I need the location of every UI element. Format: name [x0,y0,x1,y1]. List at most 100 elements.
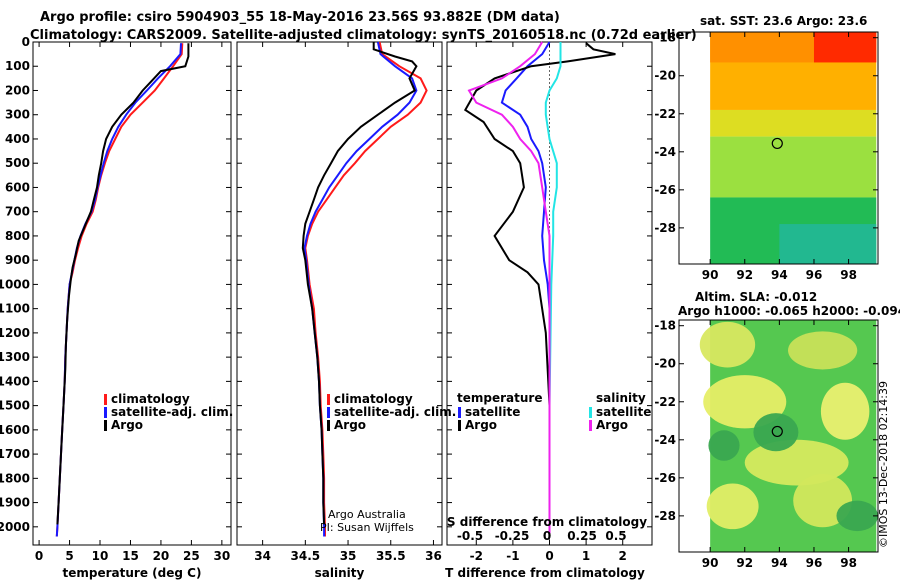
sla-map-blob [706,483,759,530]
sla-map-ytick-label: -18 [654,319,676,333]
difference-plot-xtick-label: -1 [506,549,519,563]
salinity-legend-label: Argo [334,418,366,432]
sst-map-frame [678,31,879,265]
difference-salinity-legend-label: satellite [596,405,651,419]
salinity-difference-tick: 0 [543,529,551,543]
depth-tick-label: 900 [5,253,30,267]
depth-tick-label: 1200 [0,326,30,340]
sla-map-ytick-label: -24 [654,433,676,447]
sla-map-blob [820,382,870,440]
temperature-plot-xtick-label: 25 [183,549,200,563]
difference-temperature-legend-label: satellite [465,405,520,419]
depth-tick-label: 1600 [0,423,30,437]
sla-map-ytick-label: -20 [654,357,676,371]
sla-map-argo-marker [771,425,783,438]
salinity-legend-swatch [327,420,330,431]
salinity-legend-swatch [327,407,330,418]
salinity-plot-xtick-label: 36 [425,549,442,563]
depth-tick-label: 400 [5,132,30,146]
sst-map-xtick-label: 94 [771,268,788,282]
legend-salinity-heading: salinity [596,391,646,405]
depth-tick-label: 200 [5,83,30,97]
sla-map-xtick-label: 94 [771,556,788,570]
salinity-plot-xtick-label: 34 [254,549,271,563]
temperature-legend-swatch [104,420,107,431]
legend-temperature-heading: temperature [457,391,542,405]
sla-map-xtick-label: 98 [840,556,857,570]
temperature-plot-xtick-label: 15 [122,549,139,563]
sst-map-hot-patch [813,32,877,63]
sst-map-ytick-label: -22 [654,107,676,121]
sst-map-ytick-label: -24 [654,145,676,159]
sst-map-mid-band [710,109,877,137]
difference-plot-xtick-label: 1 [582,549,590,563]
temperature-line-argo [56,43,190,525]
sla-map-title: Altim. SLA: -0.012 [695,290,818,304]
sla-map-blob [836,500,879,532]
difference-plot-xtick-label: -2 [470,549,483,563]
depth-tick-label: 800 [5,229,30,243]
salinity-difference-tick: 0.5 [605,529,626,543]
salinity-difference-tick: -0.5 [457,529,483,543]
temperature-plot-frame [32,41,232,546]
temperature-axis-label: temperature (deg C) [63,566,202,580]
depth-tick-label: 300 [5,108,30,122]
sst-map-xtick-label: 90 [702,268,719,282]
temperature-legend-label: climatology [111,392,190,406]
difference-line-temperature-argo [463,42,616,527]
difference-temperature-legend-label: Argo [465,418,497,432]
difference-line-salinity-satellite [544,42,562,537]
salinity-axis-label: salinity [315,566,365,580]
sst-map-xtick-label: 92 [736,268,753,282]
depth-tick-label: 1900 [0,496,30,510]
salinity-legend-label: climatology [334,392,413,406]
depth-tick-label: 2000 [0,520,30,534]
sst-map-ytick-label: -28 [654,221,676,235]
sla-map-blob [699,321,756,368]
sla-map-xtick-label: 90 [702,556,719,570]
sla-map-subtitle: Argo h1000: -0.065 h2000: -0.094 [678,304,900,318]
sst-map-xtick-label: 98 [840,268,857,282]
sla-map-blob [708,430,740,461]
difference-line-salinity-argo [467,41,551,537]
sla-map-ytick-label: -28 [654,509,676,523]
salinity-line-satellite-adj-clim- [303,41,418,537]
temperature-plot-xtick-label: 20 [153,549,170,563]
difference-axis-label: T difference from climatology [445,566,645,580]
sst-map-ytick-label: -26 [654,183,676,197]
imos-stamp: ©IMOS 13-Dec-2018 02:14:39 [877,381,890,548]
sla-map-blob [788,331,858,370]
depth-tick-label: 100 [5,59,30,73]
salinity-line-argo [301,42,418,525]
difference-line-temperature-satellite [500,41,551,537]
sla-map-ytick-label: -22 [654,395,676,409]
sla-map-blob [744,439,849,486]
chart-title-line1: Argo profile: csiro 5904903_55 18-May-20… [40,10,560,25]
difference-plot-xtick-label: 2 [619,549,627,563]
depth-tick-label: 500 [5,156,30,170]
sst-map-title: sat. SST: 23.6 Argo: 23.6 [700,14,868,28]
salinity-plot-xtick-label: 34.5 [291,549,321,563]
sla-map-frame [678,319,879,553]
depth-tick-label: 1800 [0,471,30,485]
sst-map-ytick-label: -20 [654,69,676,83]
sst-map-xtick-label: 96 [806,268,823,282]
sst-map-cool-band [710,136,877,198]
sla-map-blob [703,375,787,429]
depth-tick-label: 600 [5,180,30,194]
salinity-difference-tick: -0.25 [495,529,530,543]
temperature-legend-label: Argo [111,418,143,432]
depth-tick-label: 1400 [0,374,30,388]
difference-temperature-legend-swatch [458,407,461,418]
depth-tick-label: 1000 [0,277,30,291]
sst-map-argo-marker [771,137,783,150]
salinity-plot-xtick-label: 35.5 [376,549,406,563]
temperature-legend-swatch [104,394,107,405]
sla-map-xtick-label: 92 [736,556,753,570]
salinity-legend-label: satellite-adj. clim. [334,405,456,419]
salinity-annotation-line2: PI: Susan Wijffels [320,521,414,534]
temperature-legend-swatch [104,407,107,418]
salinity-difference-axis-label: S difference from climatology [447,515,647,529]
depth-tick-label: 1100 [0,302,30,316]
